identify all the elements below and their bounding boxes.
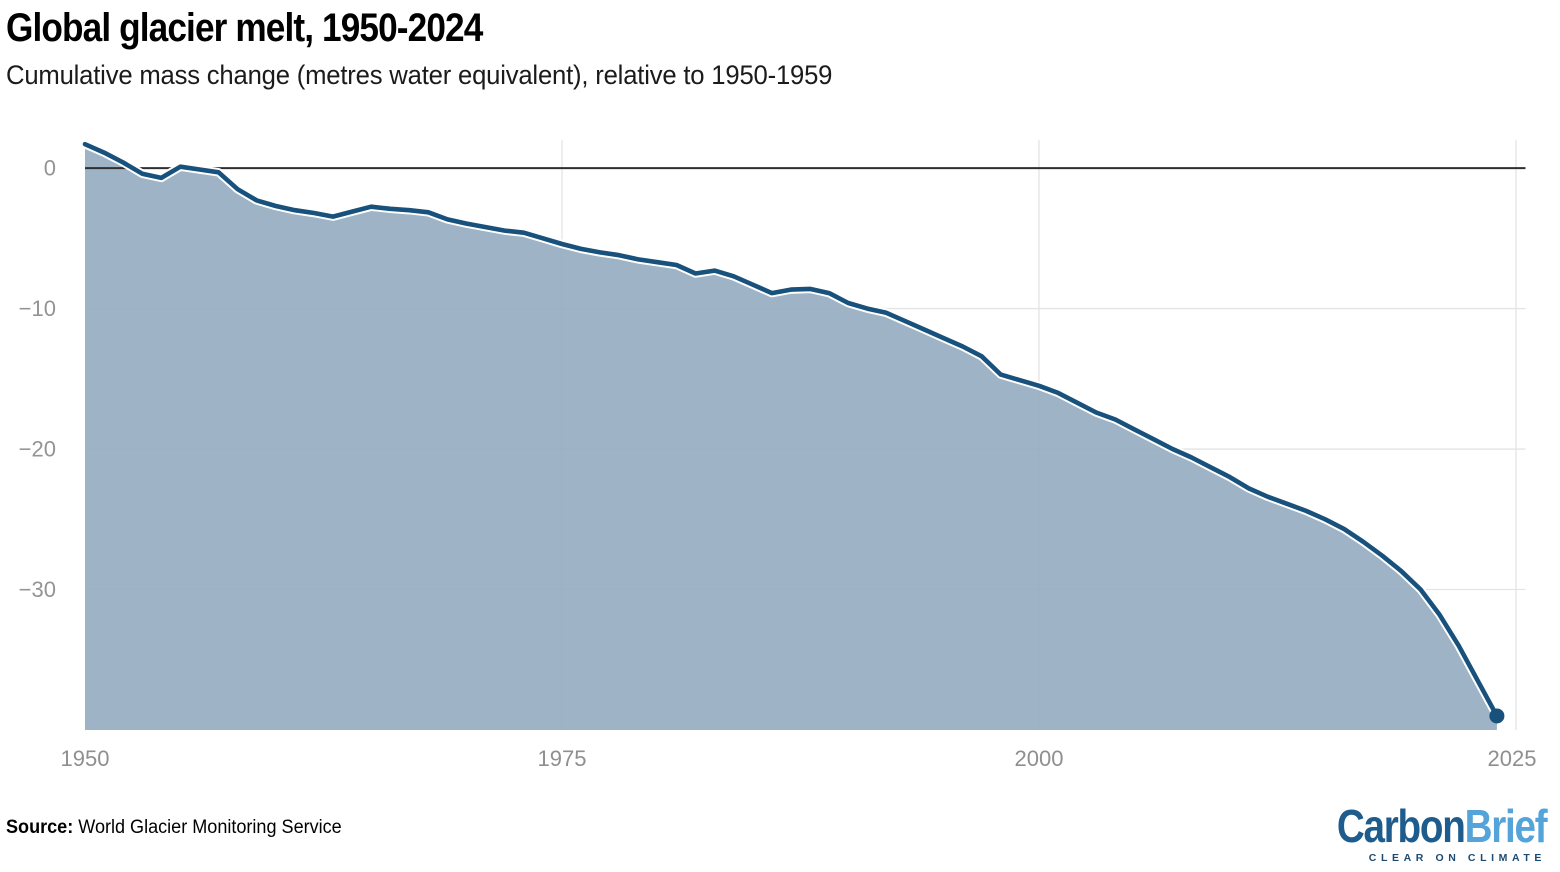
x-tick-label: 1950 [61,746,110,771]
y-tick-label: −20 [19,437,56,462]
x-tick-label: 2025 [1488,746,1537,771]
logo-brief-text: Brief [1464,800,1547,852]
x-tick-label: 2000 [1014,746,1063,771]
page-title: Global glacier melt, 1950-2024 [6,6,483,50]
y-tick-label: −30 [19,577,56,602]
x-tick-label: 1975 [538,746,587,771]
source-text: World Glacier Monitoring Service [73,817,342,838]
page-subtitle: Cumulative mass change (metres water equ… [6,60,833,90]
carbonbrief-wordmark: CarbonBrief [1336,800,1548,852]
y-tick-label: 0 [44,156,56,181]
carbonbrief-logo: CarbonBrief CLEAR ON CLIMATE [1297,800,1548,864]
logo-carbon-text: Carbon [1336,800,1466,852]
trend-line [82,141,1500,719]
logo-tagline: CLEAR ON CLIMATE [1368,852,1546,864]
area-fill [85,144,1497,730]
source-label: Source: [6,817,74,838]
end-dot [1489,708,1505,724]
y-tick-label: −10 [19,296,56,321]
source-line: Source: World Glacier Monitoring Service [6,817,342,839]
